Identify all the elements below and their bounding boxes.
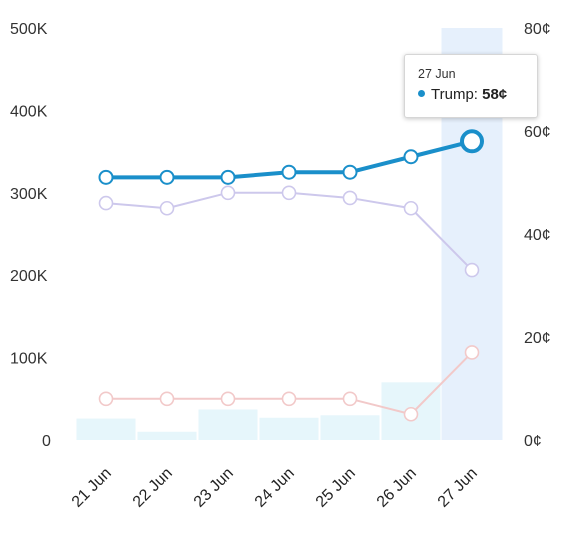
data-point[interactable] [342, 391, 358, 407]
left-axis-tick-label: 100K [10, 351, 48, 368]
data-point[interactable] [403, 406, 419, 422]
left-axis-tick-label: 300K [10, 186, 48, 203]
right-axis-tick-label: 80¢ [524, 21, 551, 38]
volume-bar [198, 409, 258, 440]
left-axis-tick-label: 400K [10, 103, 48, 120]
data-point[interactable] [98, 195, 114, 211]
data-point[interactable] [220, 185, 236, 201]
x-axis-tick-label: 22 Jun [130, 465, 176, 511]
data-point[interactable] [220, 391, 236, 407]
data-point[interactable] [464, 262, 480, 278]
data-point[interactable] [342, 190, 358, 206]
x-axis-labels: 21 Jun 22 Jun 23 Jun 24 Jun 25 Jun 26 Jun 27 J… [69, 465, 481, 511]
data-point[interactable] [464, 345, 480, 360]
data-point[interactable] [98, 169, 114, 185]
data-point[interactable] [403, 149, 419, 165]
data-point[interactable] [403, 200, 419, 216]
right-axis-tick-label: 0¢ [524, 433, 542, 450]
left-axis-labels: 0 100K 200K 300K 400K 500K [10, 21, 51, 450]
tooltip-date: 27 Jun [418, 67, 456, 81]
data-point[interactable] [281, 391, 297, 407]
left-axis-tick-label: 500K [10, 21, 48, 38]
x-axis-tick-label: 23 Jun [191, 465, 237, 511]
series-point-layer[interactable] [98, 129, 484, 422]
series-line-layer [104, 139, 474, 416]
data-point[interactable] [98, 391, 114, 407]
volume-bar [320, 415, 380, 440]
volume-bar [137, 431, 197, 440]
x-axis-tick-label: 26 Jun [374, 465, 420, 511]
volume-bar [76, 418, 136, 440]
x-axis-tick-label: 21 Jun [69, 465, 115, 511]
x-axis-tick-label: 24 Jun [252, 465, 298, 511]
right-axis-tick-label: 40¢ [524, 227, 551, 244]
volume-bar [259, 417, 319, 440]
data-point[interactable] [281, 164, 297, 180]
data-point[interactable] [281, 185, 297, 201]
x-axis-tick-label: 25 Jun [313, 465, 359, 511]
tooltip-series-dot [418, 90, 425, 97]
tooltip-series-label: Trump: [431, 86, 478, 103]
left-axis-tick-label: 0 [42, 433, 51, 450]
left-axis-tick-label: 200K [10, 268, 48, 285]
volume-bar-layer [76, 382, 441, 440]
tooltip-value: 58¢ [482, 86, 508, 103]
right-axis-tick-label: 20¢ [524, 330, 551, 347]
right-axis-tick-label: 60¢ [524, 124, 551, 141]
data-point[interactable] [159, 391, 175, 407]
data-point[interactable] [342, 164, 358, 180]
chart-tooltip: 27 Jun Trump: 58¢ [404, 54, 538, 118]
data-point[interactable] [220, 169, 236, 185]
data-point[interactable] [159, 200, 175, 216]
right-axis-labels: 0¢ 20¢ 40¢ 60¢ 80¢ [524, 21, 551, 450]
data-point[interactable] [159, 169, 175, 185]
tooltip-row: Trump: 58¢ [418, 86, 537, 104]
data-point[interactable] [460, 129, 484, 154]
x-axis-tick-label: 27 Jun [435, 465, 481, 511]
